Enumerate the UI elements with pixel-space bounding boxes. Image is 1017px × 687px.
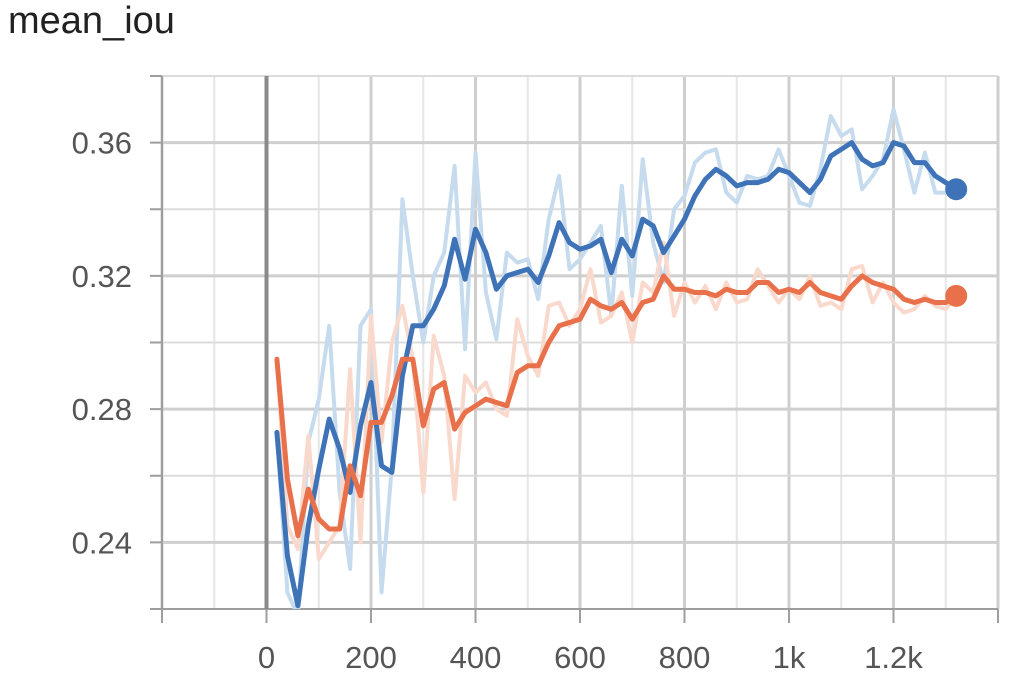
smoothed-series-line-1 (274, 140, 959, 609)
x-tick-label: 0 (258, 640, 275, 675)
smoothed-series-line-2 (274, 273, 959, 539)
chart-title: mean_iou (8, 0, 175, 42)
smoothed-series-lines (274, 140, 959, 609)
x-tick-label: 1.2k (864, 640, 923, 675)
y-tick-label: 0.32 (72, 259, 132, 294)
raw-series-line-1 (274, 107, 957, 609)
x-tick-label: 200 (345, 640, 397, 675)
x-tick-label: 600 (554, 640, 606, 675)
y-tick-labels: 0.24 0.28 0.32 0.36 (72, 126, 132, 561)
series-end-marker-1 (945, 178, 968, 201)
x-tick-labels: 0 200 400 600 800 1k 1.2k (258, 640, 923, 675)
x-tick-label: 1k (773, 640, 806, 675)
series-end-marker-2 (945, 284, 968, 307)
x-tick-label: 400 (450, 640, 502, 675)
y-tick-label: 0.36 (72, 126, 132, 161)
x-tick-label: 800 (659, 640, 711, 675)
y-tick-label: 0.24 (72, 525, 132, 560)
raw-series-lines (274, 107, 958, 609)
series-end-markers (945, 178, 968, 307)
y-tick-label: 0.28 (72, 392, 132, 427)
